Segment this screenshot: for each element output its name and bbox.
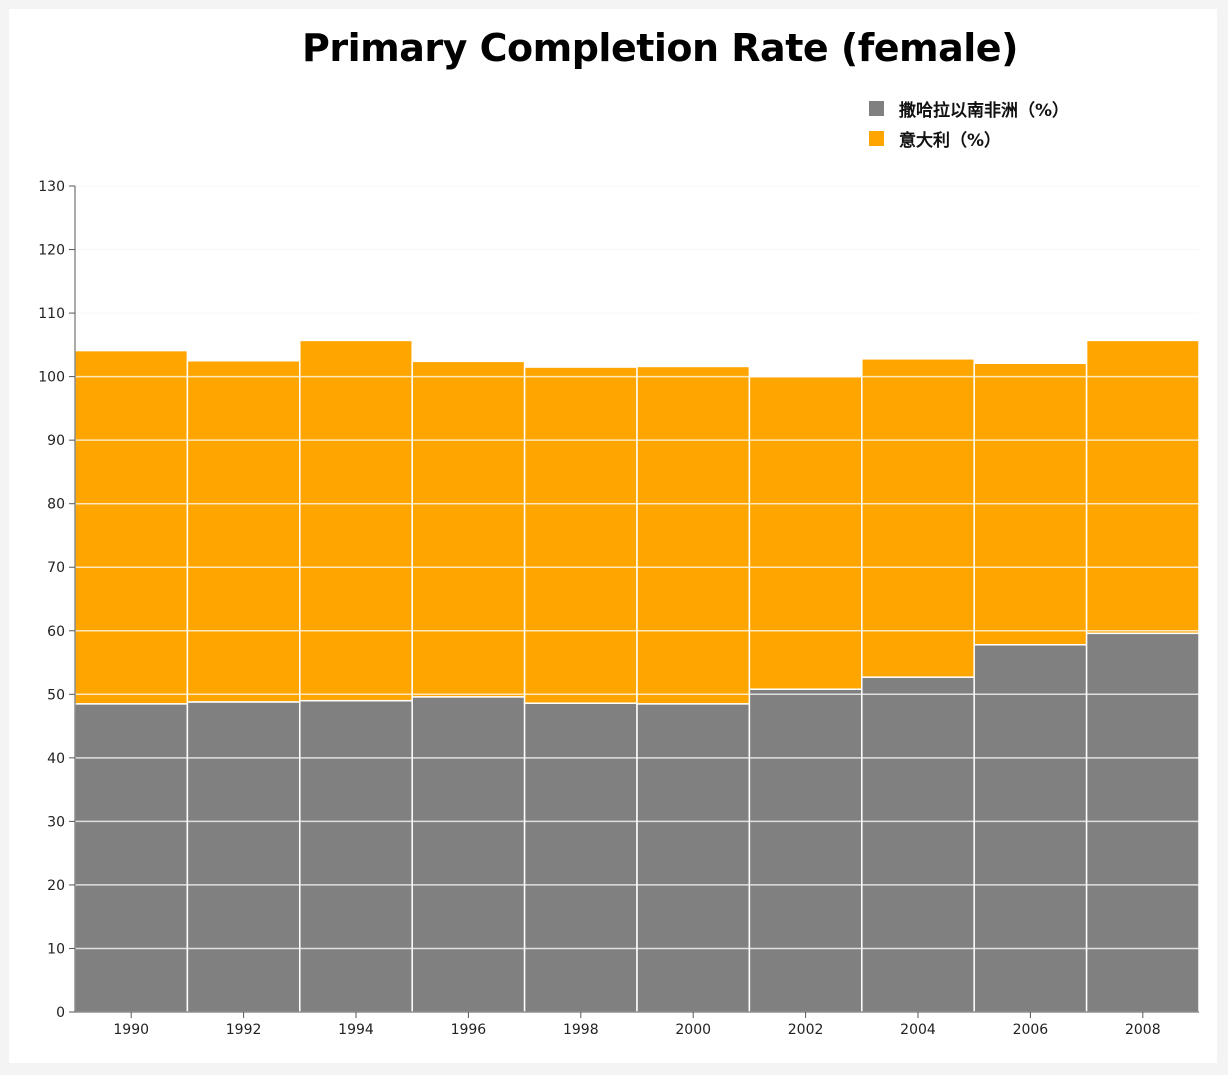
- bar-series-1-1992: [186, 359, 301, 703]
- y-tick-label-10: 100: [38, 370, 65, 386]
- x-tick-label-1992: 1992: [226, 1022, 262, 1038]
- bar-series-0-2002: [748, 688, 863, 1013]
- legend-label-series-1: 意大利（%）: [899, 130, 1002, 151]
- y-tick-label-13: 130: [38, 179, 65, 195]
- bar-series-1-1994: [299, 339, 413, 702]
- y-tick-label-8: 80: [47, 497, 65, 513]
- y-tick-label-5: 50: [47, 687, 65, 703]
- x-tick-label-2002: 2002: [788, 1022, 824, 1038]
- y-tick-label-9: 90: [47, 433, 65, 449]
- bar-series-1-2004: [861, 358, 975, 678]
- y-tick-label-4: 40: [47, 751, 65, 767]
- legend-swatch-series-0: [869, 100, 884, 116]
- bar-series-1-1998: [523, 366, 638, 704]
- bar-series-0-1996: [411, 696, 526, 1013]
- x-tick-label-2004: 2004: [900, 1022, 936, 1038]
- bar-series-0-1994: [299, 699, 413, 1013]
- bar-series-1-2000: [636, 365, 751, 705]
- x-tick-label-1998: 1998: [563, 1022, 599, 1038]
- legend-item-series-0[interactable]: 撒哈拉以南非洲（%）: [869, 93, 1069, 123]
- bar-series-0-1992: [186, 701, 301, 1013]
- x-tick-label-2000: 2000: [675, 1022, 711, 1038]
- y-tick-label-11: 110: [38, 306, 65, 322]
- bar-series-1-2002: [748, 375, 863, 690]
- y-tick-label-7: 70: [47, 560, 65, 576]
- bar-series-0-2008: [1085, 632, 1200, 1013]
- bar-series-0-1998: [523, 702, 638, 1013]
- x-tick-label-1990: 1990: [113, 1022, 149, 1038]
- y-tick-label-0: 0: [56, 1005, 65, 1021]
- y-tick-label-2: 20: [47, 878, 65, 894]
- x-tick-label-2008: 2008: [1125, 1022, 1161, 1038]
- bar-series-1-2008: [1085, 339, 1200, 635]
- bar-series-0-1990: [74, 703, 189, 1013]
- bar-series-0-2000: [636, 703, 751, 1013]
- x-tick-label-1996: 1996: [451, 1022, 487, 1038]
- bar-series-0-2006: [973, 643, 1088, 1013]
- y-tick-label-12: 120: [38, 243, 65, 259]
- y-tick-label-3: 30: [47, 814, 65, 830]
- x-tick-label-1994: 1994: [338, 1022, 374, 1038]
- y-tick-label-1: 10: [47, 941, 65, 957]
- y-tick-label-6: 60: [47, 624, 65, 640]
- bar-series-1-1990: [74, 349, 189, 705]
- bar-series-0-2004: [861, 676, 975, 1013]
- chart-legend: 撒哈拉以南非洲（%） 意大利（%）: [869, 93, 1069, 153]
- legend-swatch-series-1: [869, 130, 884, 146]
- legend-item-series-1[interactable]: 意大利（%）: [869, 123, 1069, 153]
- bar-series-1-1996: [411, 360, 526, 698]
- legend-label-series-0: 撒哈拉以南非洲（%）: [899, 100, 1070, 121]
- chart-title: Primary Completion Rate (female): [302, 26, 1018, 70]
- x-tick-label-2006: 2006: [1013, 1022, 1049, 1038]
